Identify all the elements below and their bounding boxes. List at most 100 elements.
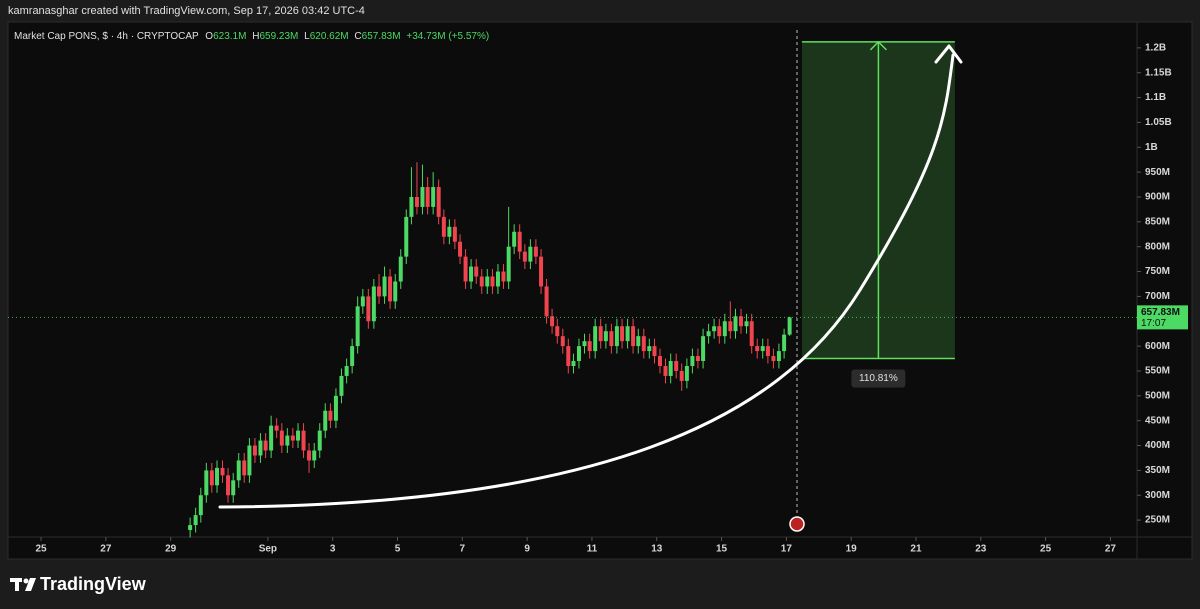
candle-body (733, 316, 738, 332)
candle-body (620, 326, 625, 342)
candle-body (469, 266, 474, 282)
legend-value: 657.83M (362, 31, 401, 42)
candle-body (614, 326, 619, 347)
candle-body (603, 331, 608, 342)
candle-body (744, 321, 749, 327)
candle-body (539, 256, 544, 287)
candle-body (609, 331, 614, 347)
event-icon[interactable] (789, 516, 805, 532)
y-tick-label: 850M (1145, 216, 1170, 227)
candle-body (512, 231, 517, 247)
candle-body (333, 395, 338, 421)
candle-body (506, 246, 511, 282)
candle-body (652, 346, 657, 357)
candle-body (647, 346, 652, 352)
candle-body (571, 361, 576, 366)
candle-body (749, 321, 754, 347)
candle-body (544, 286, 549, 317)
y-tick-label: 550M (1145, 366, 1170, 377)
candle-body (404, 216, 409, 257)
candle-body (566, 346, 571, 366)
candle-body (371, 286, 376, 322)
candle-body (355, 306, 360, 347)
x-tick-label: 15 (716, 544, 728, 555)
candle-body (296, 430, 301, 441)
legend-value: 659.23M (259, 31, 298, 42)
x-tick-label: 3 (330, 544, 336, 555)
candle-body (495, 271, 500, 287)
x-tick-label: 17 (781, 544, 793, 555)
candle-body (393, 281, 398, 302)
candle-body (765, 346, 770, 357)
y-tick-label: 350M (1145, 465, 1170, 476)
legend-key: H (252, 31, 259, 42)
drawn-curve (218, 53, 955, 509)
candle-body (344, 365, 349, 376)
candle-body (560, 336, 565, 347)
candle-body (339, 375, 344, 396)
x-tick-label: 5 (395, 544, 401, 555)
x-tick-label: Sep (259, 544, 277, 555)
candle-body (598, 326, 603, 342)
candle-body (209, 470, 214, 486)
candle-body (722, 321, 727, 337)
x-tick-label: 29 (165, 544, 177, 555)
candle-body (674, 361, 679, 371)
candle-body (215, 467, 220, 486)
candle-body (657, 356, 662, 366)
logo-shape (23, 578, 29, 584)
candle-body (274, 425, 279, 431)
brand-logo: TradingView (10, 574, 147, 594)
x-tick-label: 27 (1105, 544, 1117, 555)
legend: Market Cap PONS, $ · 4h · CRYPTOCAP O623… (14, 31, 489, 42)
candle-body (641, 336, 646, 352)
target-label-box (851, 369, 906, 388)
candle-body (728, 321, 733, 332)
candle-body (436, 187, 441, 217)
candle-body (679, 370, 684, 381)
candle-body (576, 346, 581, 362)
candle-body (668, 361, 673, 376)
last-price-label: 657.83M (1141, 307, 1180, 318)
candle-body (377, 286, 382, 297)
candle-body (360, 296, 365, 307)
legend-value: 623.1M (213, 31, 246, 42)
y-tick-label: 1.05B (1145, 117, 1172, 128)
candle-body (350, 346, 355, 366)
target-label: 110.81% (859, 373, 898, 384)
y-tick-label: 500M (1145, 390, 1170, 401)
candle-body (625, 326, 630, 342)
candle-body (533, 246, 538, 257)
curve-arrowhead (934, 44, 963, 64)
candle-body (425, 187, 430, 207)
y-tick-label: 450M (1145, 415, 1170, 426)
target-arrowhead (869, 40, 887, 51)
x-tick-label: 19 (846, 544, 858, 555)
candle-body (388, 276, 393, 302)
logo-shape (25, 578, 36, 591)
candle-body (242, 460, 247, 476)
candle-body (204, 470, 209, 496)
candle-body (247, 445, 252, 476)
candle-body (528, 246, 533, 262)
candle-body (366, 296, 371, 322)
candle-body (414, 196, 419, 207)
candle-body (301, 430, 306, 451)
x-tick-label: 23 (975, 544, 987, 555)
candle-body (269, 425, 274, 451)
candle-body (550, 316, 555, 327)
candle-body (323, 410, 328, 431)
candle-body (717, 326, 722, 337)
candle-body (787, 317, 792, 335)
brand-name: TradingView (40, 574, 147, 594)
candle-body (712, 326, 717, 332)
candle-body (631, 326, 636, 347)
last-price-box (1137, 305, 1188, 330)
plot: 250M300M350M400M450M500M550M600M650M700M… (8, 40, 1172, 555)
candle-body (485, 276, 490, 287)
candle-body (479, 276, 484, 287)
y-tick-label: 250M (1145, 515, 1170, 526)
y-tick-label: 1.15B (1145, 67, 1172, 78)
chart-panel (7, 21, 1193, 560)
